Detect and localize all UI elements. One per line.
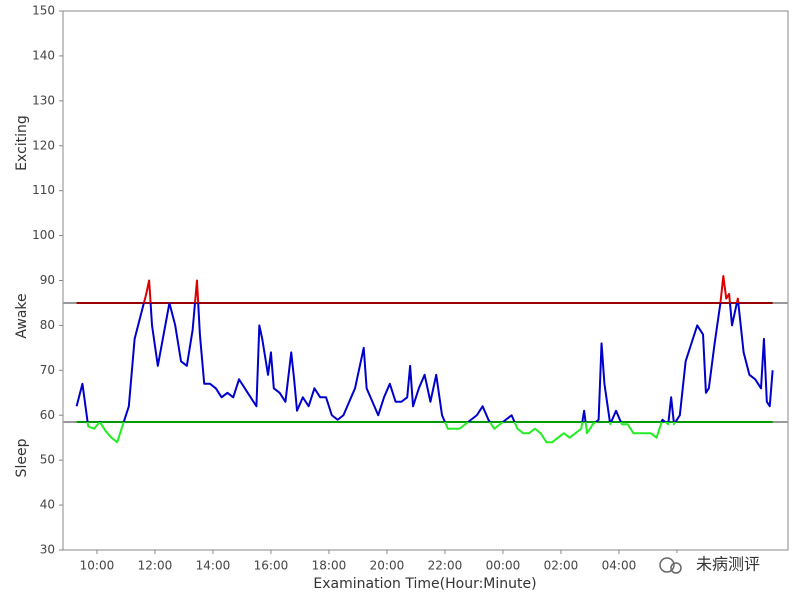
y-tick-label: 150 — [32, 4, 55, 18]
watermark: 未病测评 — [654, 553, 784, 577]
x-tick-label: 22:00 — [428, 559, 463, 573]
watermark-icon — [659, 557, 675, 573]
x-tick-label: 16:00 — [254, 559, 289, 573]
x-tick-label: 20:00 — [370, 559, 405, 573]
marks: 30 40 50 60 70 80 90 100 110 120 130 140 150 10:00 12:… — [32, 4, 788, 573]
y-tick-label: 60 — [40, 408, 55, 422]
region-label: Exciting — [14, 115, 30, 171]
data-line — [75, 275, 774, 444]
y-tick-label: 70 — [40, 363, 55, 377]
x-tick-label: 12:00 — [138, 559, 173, 573]
y-tick-label: 110 — [32, 183, 55, 197]
y-tick-label: 80 — [40, 318, 55, 332]
y-tick-label: 50 — [40, 453, 55, 467]
region-label: Awake — [14, 293, 30, 338]
x-tick-label: 02:00 — [544, 559, 579, 573]
x-tick-label: 04:00 — [602, 559, 637, 573]
watermark-icon — [670, 562, 682, 574]
y-tick-label: 30 — [40, 543, 55, 557]
x-tick-label: 00:00 — [486, 559, 521, 573]
y-tick-label: 40 — [40, 498, 55, 512]
y-tick-label: 90 — [40, 273, 55, 287]
x-tick-label: 10:00 — [80, 559, 115, 573]
region-label: Sleep — [14, 438, 30, 477]
y-tick-label: 130 — [32, 93, 55, 107]
plot-area — [62, 10, 789, 551]
y-tick-label: 100 — [32, 228, 55, 242]
watermark-text: 未病测评 — [696, 555, 760, 574]
y-tick-label: 140 — [32, 48, 55, 62]
x-tick-label: 14:00 — [196, 559, 231, 573]
x-tick-label: 18:00 — [312, 559, 347, 573]
y-tick-label: 120 — [32, 138, 55, 152]
x-axis-title: Examination Time(Hour:Minute) — [313, 576, 536, 592]
